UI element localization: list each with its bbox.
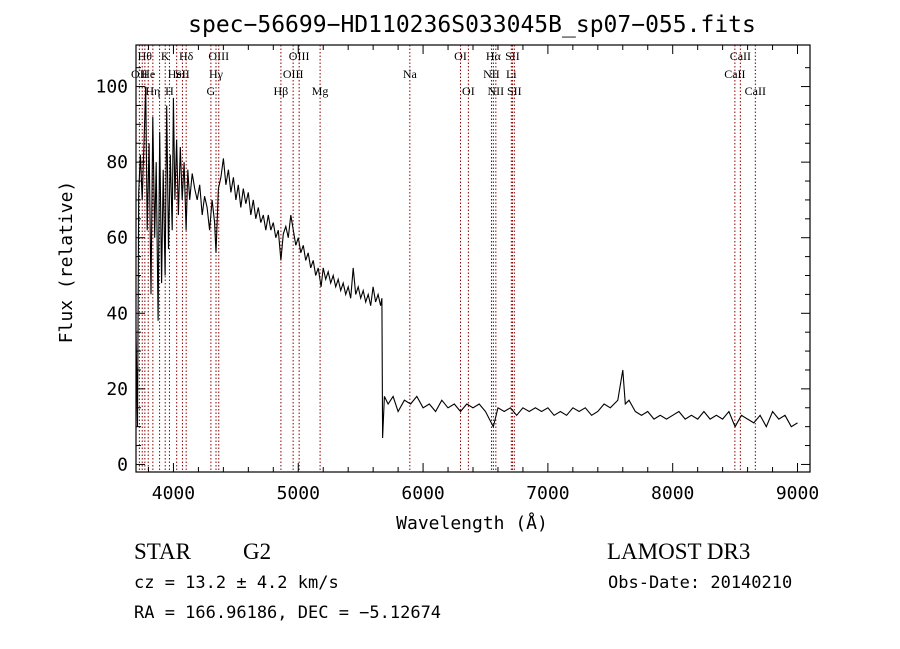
line-label: Hγ (209, 67, 224, 81)
x-tick-label: 5000 (277, 483, 320, 504)
x-tick-label: 4000 (152, 483, 195, 504)
line-label: OII (131, 67, 148, 81)
line-label: OIII (208, 49, 229, 63)
y-tick-label: 80 (106, 152, 128, 173)
coordinates-text: RA = 166.96186, DEC = −5.12674 (134, 603, 442, 623)
line-label: CaII (745, 84, 766, 98)
line-label: HeI (168, 67, 186, 81)
line-label: H (165, 84, 174, 98)
line-label: OIII (283, 67, 304, 81)
y-tick-label: 40 (106, 303, 128, 324)
spectral-line-labels: OIIHθHeHηKHHeISIIHδGHγOIIIHβOIIIOIIIMgNa… (131, 49, 766, 98)
chart-title: spec−56699−HD110236S033045B_sp07−055.fit… (188, 12, 756, 38)
line-label: CaII (730, 49, 751, 63)
line-label: Hβ (274, 84, 289, 98)
x-tick-label: 7000 (526, 483, 569, 504)
line-label: Hα (486, 49, 502, 63)
line-label: SII (507, 84, 522, 98)
x-tick-label: 9000 (776, 483, 819, 504)
line-label: Mg (312, 84, 329, 98)
y-tick-label: 20 (106, 379, 128, 400)
x-axis: 4000 5000 6000 7000 8000 9000 (147, 45, 819, 504)
redshift-text: cz = 13.2 ± 4.2 km/s (134, 573, 339, 593)
object-subclass: G2 (243, 539, 272, 564)
y-tick-label: 100 (95, 77, 128, 98)
y-axis-label: Flux (relative) (56, 181, 77, 344)
line-label: K (161, 49, 170, 63)
line-label: He (141, 67, 155, 81)
obs-date-text: Obs-Date: 20140210 (608, 573, 793, 593)
x-tick-label: 8000 (651, 483, 694, 504)
y-axis: 0 20 40 60 80 100 (95, 67, 810, 475)
line-label: NII (488, 84, 505, 98)
line-label: OI (462, 84, 475, 98)
line-label: SII (175, 67, 190, 81)
line-label: Hδ (179, 49, 194, 63)
line-label: Li (506, 67, 517, 81)
line-label: G (207, 84, 216, 98)
line-label: SII (505, 49, 520, 63)
line-label: NII (483, 67, 500, 81)
spectrum-line (135, 86, 798, 439)
line-label: OI (454, 49, 467, 63)
y-tick-label: 60 (106, 228, 128, 249)
line-label: Hη (145, 84, 160, 98)
y-tick-label: 0 (117, 454, 128, 475)
line-label: Hθ (138, 49, 153, 63)
spectral-line-markers (138, 45, 756, 472)
x-axis-label: Wavelength (Å) (396, 512, 548, 534)
line-label: Na (403, 67, 418, 81)
x-tick-label: 6000 (401, 483, 444, 504)
survey-label: LAMOST DR3 (607, 539, 751, 564)
object-class: STAR (134, 539, 191, 564)
line-label: OIII (289, 49, 310, 63)
line-label: CaII (724, 67, 745, 81)
